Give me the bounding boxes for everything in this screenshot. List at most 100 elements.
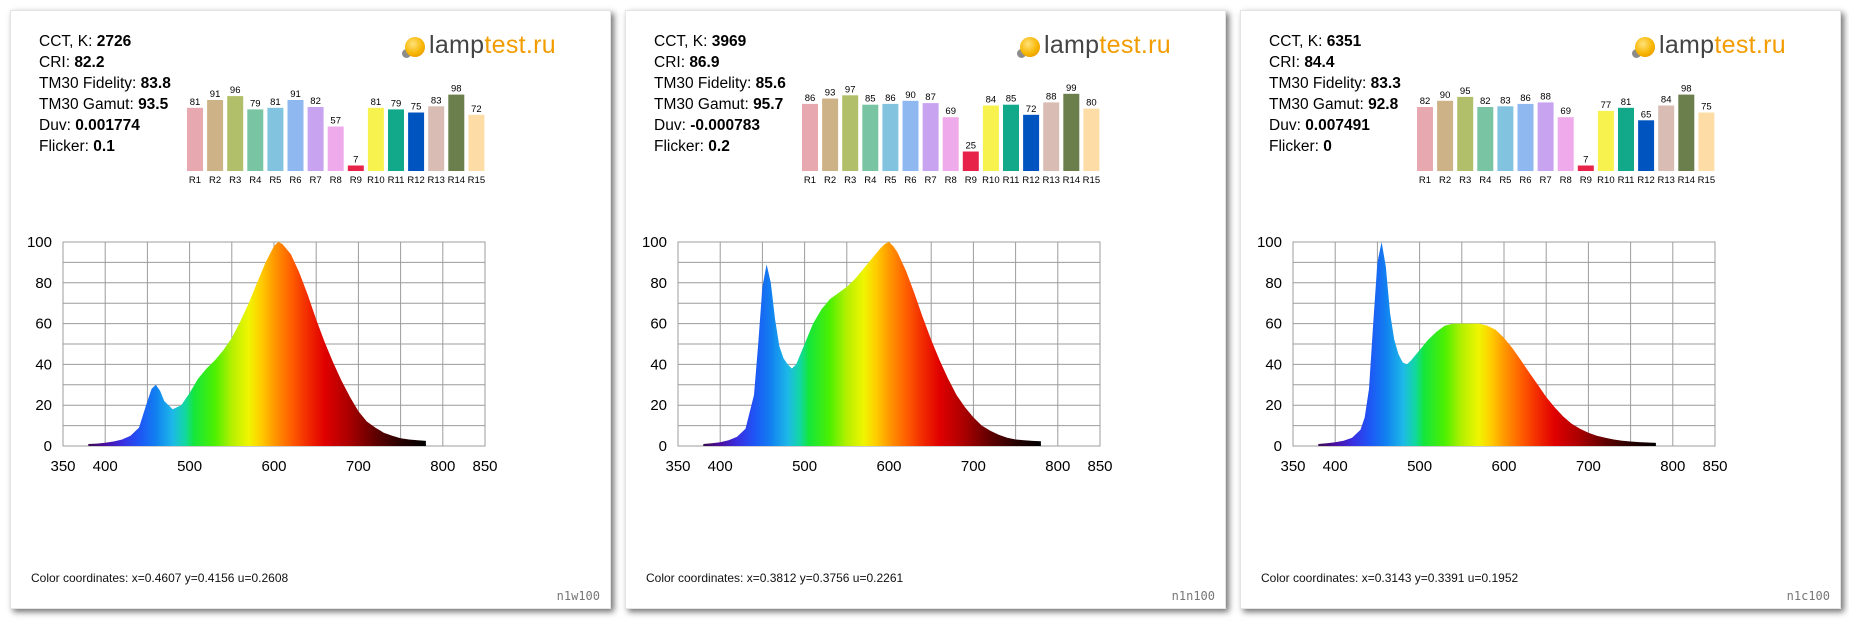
- gamut-label: TM30 Gamut:: [39, 96, 134, 113]
- fidelity-value: 85.6: [755, 75, 786, 92]
- y-tick-label: 20: [650, 397, 667, 414]
- cri-bar: [1577, 165, 1594, 171]
- cri-bar: [1023, 114, 1040, 171]
- cct-row: CCT, K: 6351: [1269, 31, 1401, 52]
- cri-bar-label: R8: [1560, 175, 1572, 186]
- flicker-value: 0.1: [93, 138, 115, 155]
- cri-bar-value: 83: [431, 95, 442, 106]
- cri-bar-value: 7: [1583, 155, 1588, 166]
- cri-bar: [962, 151, 979, 171]
- cri-bar-value: 72: [1026, 104, 1037, 115]
- x-tick-label: 850: [1087, 458, 1112, 475]
- cri-bar-value: 80: [1086, 98, 1097, 109]
- y-tick-label: 40: [650, 356, 667, 373]
- cri-bar-label: R14: [1063, 175, 1080, 186]
- duv-label: Duv:: [654, 117, 686, 134]
- cri-bar: [922, 103, 939, 171]
- cri-bar-value: 81: [1621, 97, 1632, 108]
- logo-text-lamp: lamp: [1044, 31, 1100, 59]
- cri-bar: [187, 107, 203, 171]
- duv-row: Duv: -0.000783: [654, 115, 786, 136]
- gamut-value: 92.8: [1368, 96, 1399, 113]
- lightbulb-icon: [1635, 37, 1655, 57]
- cri-bar-value: 75: [1701, 102, 1712, 113]
- gamut-row: TM30 Gamut: 92.8: [1269, 94, 1401, 115]
- cri-bar-label: R5: [269, 175, 281, 186]
- cct-row: CCT, K: 2726: [39, 31, 171, 52]
- cri-bar: [902, 100, 919, 171]
- spectrum-area: [1318, 242, 1656, 446]
- logo-text-test: test.ru: [1099, 31, 1171, 59]
- cri-bar: [287, 100, 304, 171]
- cri-bar-label: R2: [824, 175, 836, 186]
- cri-bar-label: R11: [1618, 175, 1635, 186]
- cri-bar-value: 77: [1601, 100, 1612, 111]
- cri-bar: [388, 109, 404, 171]
- cri-bar: [1083, 108, 1100, 171]
- cri-bar: [1457, 96, 1474, 171]
- x-tick-label: 800: [430, 458, 455, 475]
- flicker-value: 0.2: [708, 138, 730, 155]
- cri-bar-value: 88: [1540, 91, 1551, 102]
- gamut-label: TM30 Gamut:: [1269, 96, 1364, 113]
- cri-bar-label: R14: [1678, 175, 1695, 186]
- duv-label: Duv:: [1269, 117, 1301, 134]
- cri-bar-value: 65: [1641, 109, 1652, 120]
- cri-bar: [448, 94, 465, 171]
- cri-bar: [1618, 107, 1634, 171]
- cri-bar-value: 79: [250, 98, 261, 109]
- x-tick-label: 700: [961, 458, 986, 475]
- color-coordinates: Color coordinates: x=0.3143 y=0.3391 u=0…: [1261, 571, 1519, 585]
- duv-label: Duv:: [39, 117, 71, 134]
- cri-bar-label: R10: [367, 175, 384, 186]
- cri-bar: [1497, 106, 1514, 171]
- lamp-code: n1w100: [556, 589, 600, 603]
- x-tick-label: 350: [50, 458, 75, 475]
- x-tick-label: 400: [93, 458, 118, 475]
- fidelity-row: TM30 Fidelity: 85.6: [654, 73, 786, 94]
- cri-bar: [882, 103, 899, 171]
- cri-bar-value: 69: [945, 106, 956, 117]
- x-tick-label: 850: [472, 458, 497, 475]
- cri-bar-label: R9: [350, 175, 362, 186]
- logo-text-lamp: lamp: [1659, 31, 1715, 59]
- x-tick-label: 500: [177, 458, 202, 475]
- cri-bar-value: 75: [411, 102, 422, 113]
- cri-bar-value: 72: [471, 104, 482, 115]
- x-tick-label: 400: [708, 458, 733, 475]
- y-tick-label: 60: [650, 316, 667, 333]
- lamp-report-panel: 0 20 40 60 80 100 350 400 500 600 700 800 850 82 R1 90 R…: [1240, 10, 1841, 609]
- cri-bar-value: 82: [1480, 96, 1491, 107]
- y-tick-label: 0: [659, 438, 667, 455]
- x-tick-label: 600: [1491, 458, 1516, 475]
- cri-bar-label: R1: [1419, 175, 1431, 186]
- y-tick-label: 40: [1265, 356, 1282, 373]
- cri-bar-label: R5: [884, 175, 896, 186]
- cri-bar-value: 57: [330, 116, 341, 127]
- logo-text-lamp: lamp: [429, 31, 485, 59]
- x-tick-label: 600: [876, 458, 901, 475]
- duv-value: -0.000783: [690, 117, 760, 134]
- lamp-code: n1c100: [1786, 589, 1830, 603]
- y-tick-label: 20: [1265, 397, 1282, 414]
- cri-value: 82.2: [74, 54, 105, 71]
- cri-bar-label: R5: [1499, 175, 1511, 186]
- cri-bar-label: R4: [1479, 175, 1491, 186]
- stats-block: CCT, K: 2726 CRI: 82.2 TM30 Fidelity: 83…: [39, 31, 171, 157]
- cri-bar: [367, 107, 384, 171]
- color-coordinates: Color coordinates: x=0.3812 y=0.3756 u=0…: [646, 571, 904, 585]
- cri-label: CRI:: [39, 54, 70, 71]
- fidelity-row: TM30 Fidelity: 83.8: [39, 73, 171, 94]
- cri-row: CRI: 86.9: [654, 52, 786, 73]
- duv-value: 0.007491: [1305, 117, 1370, 134]
- cri-bar: [1043, 102, 1060, 171]
- spectrum-area: [703, 242, 1041, 446]
- cct-value: 6351: [1326, 33, 1362, 50]
- y-tick-label: 80: [35, 275, 52, 292]
- cct-value: 2726: [96, 33, 132, 50]
- y-tick-label: 100: [27, 234, 52, 251]
- y-tick-label: 80: [1265, 275, 1282, 292]
- stats-block: CCT, K: 6351 CRI: 84.4 TM30 Fidelity: 83…: [1269, 31, 1401, 157]
- cri-bar: [227, 96, 244, 171]
- cri-bar: [1658, 105, 1675, 171]
